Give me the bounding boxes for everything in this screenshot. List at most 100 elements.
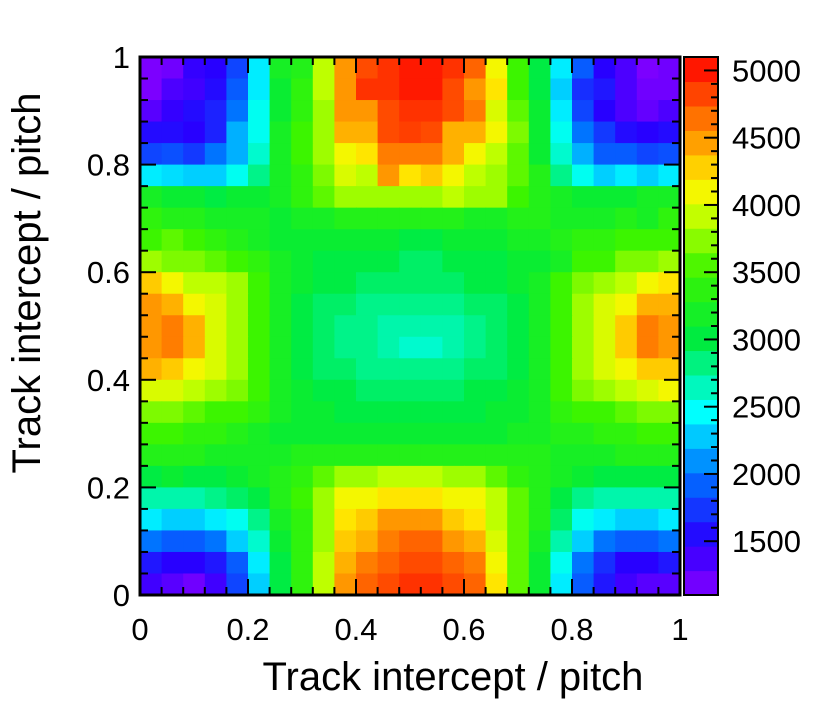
colorbar-tick-label: 1500 — [732, 524, 801, 559]
heatmap-cell — [615, 272, 638, 295]
heatmap-cell — [528, 164, 551, 187]
heatmap-cell — [356, 315, 379, 338]
heatmap-cell — [528, 358, 551, 381]
heatmap-cell — [312, 100, 335, 123]
heatmap-cell — [464, 164, 487, 187]
heatmap-cell — [636, 164, 659, 187]
heatmap-cell — [442, 487, 465, 510]
heatmap-cell — [593, 530, 616, 553]
heatmap-cell — [485, 358, 508, 381]
heatmap-cell — [269, 530, 292, 553]
heatmap-cell — [399, 465, 422, 488]
heatmap-cell — [420, 315, 443, 338]
heatmap-cell — [356, 444, 379, 467]
heatmap-cell — [464, 229, 487, 252]
heatmap-cell — [334, 422, 357, 445]
heatmap-cell — [572, 143, 595, 166]
heatmap-cell — [572, 186, 595, 209]
heatmap-cell — [550, 422, 573, 445]
heatmap-cell — [658, 164, 681, 187]
heatmap-cell — [615, 121, 638, 144]
heatmap-cell — [140, 573, 163, 596]
heatmap-cell — [334, 465, 357, 488]
heatmap-cell — [528, 229, 551, 252]
heatmap-cell — [377, 57, 400, 80]
heatmap-cell — [334, 57, 357, 80]
heatmap-cell — [377, 465, 400, 488]
heatmap-cell — [140, 100, 163, 123]
heatmap-cell — [399, 358, 422, 381]
heatmap-cell — [464, 358, 487, 381]
heatmap-cell — [312, 207, 335, 230]
heatmap-cell — [183, 186, 206, 209]
heatmap-cell — [161, 229, 184, 252]
heatmap-cell — [204, 207, 227, 230]
heatmap-cell — [507, 272, 530, 295]
heatmap-cell — [248, 379, 271, 402]
heatmap-cell — [464, 573, 487, 596]
heatmap-cell — [550, 164, 573, 187]
heatmap-cell — [183, 57, 206, 80]
heatmap-cell — [183, 508, 206, 532]
heatmap-cell — [204, 250, 227, 273]
heatmap-cell — [377, 358, 400, 381]
heatmap-cell — [507, 336, 530, 359]
heatmap-cell — [399, 186, 422, 209]
heatmap-cell — [140, 530, 163, 553]
heatmap-cell — [140, 186, 163, 209]
heatmap-cell — [204, 100, 227, 123]
heatmap-cell — [615, 508, 638, 532]
heatmap-cell — [636, 444, 659, 467]
heatmap-cell — [161, 422, 184, 445]
heatmap-cell — [528, 121, 551, 144]
heatmap-cell — [226, 293, 249, 316]
heatmap-cell — [269, 422, 292, 445]
heatmap-cell — [226, 422, 249, 445]
heatmap-cell — [291, 379, 314, 402]
heatmap-cell — [291, 573, 314, 596]
heatmap-cell — [377, 293, 400, 316]
heatmap-cell — [161, 121, 184, 144]
heatmap-cell — [528, 100, 551, 123]
heatmap-cell — [507, 465, 530, 488]
heatmap-cell — [377, 508, 400, 532]
heatmap-cell — [572, 401, 595, 424]
heatmap-cell — [291, 207, 314, 230]
heatmap-cell — [572, 229, 595, 252]
heatmap-cell — [399, 401, 422, 424]
heatmap-cell — [377, 272, 400, 295]
heatmap-cell — [442, 358, 465, 381]
heatmap-cell — [420, 229, 443, 252]
heatmap-cell — [204, 121, 227, 144]
heatmap-cell — [636, 336, 659, 359]
heatmap-cell — [226, 164, 249, 187]
heatmap-cell — [248, 100, 271, 123]
heatmap-cell — [269, 186, 292, 209]
heatmap-cell — [485, 422, 508, 445]
heatmap-cell — [485, 336, 508, 359]
heatmap-cell — [485, 164, 508, 187]
heatmap-cell — [550, 551, 573, 575]
heatmap-cell — [399, 422, 422, 445]
heatmap-cell — [312, 315, 335, 338]
heatmap-cell — [528, 315, 551, 338]
heatmap-cell — [140, 379, 163, 402]
heatmap-cell — [312, 508, 335, 532]
heatmap-cell — [528, 336, 551, 359]
heatmap-cell — [161, 379, 184, 402]
heatmap-cell — [442, 143, 465, 166]
heatmap-cell — [140, 401, 163, 424]
heatmap-cell — [636, 207, 659, 230]
heatmap-cell — [550, 293, 573, 316]
heatmap-cell — [572, 508, 595, 532]
heatmap-cell — [593, 229, 616, 252]
heatmap-cell — [464, 293, 487, 316]
heatmap-cell — [464, 465, 487, 488]
heatmap-cell — [636, 143, 659, 166]
heatmap-cell — [528, 293, 551, 316]
heatmap-cell — [507, 250, 530, 273]
heatmap-cell — [183, 487, 206, 510]
heatmap-cell — [420, 358, 443, 381]
heatmap-cell — [615, 207, 638, 230]
heatmap-cell — [550, 250, 573, 273]
